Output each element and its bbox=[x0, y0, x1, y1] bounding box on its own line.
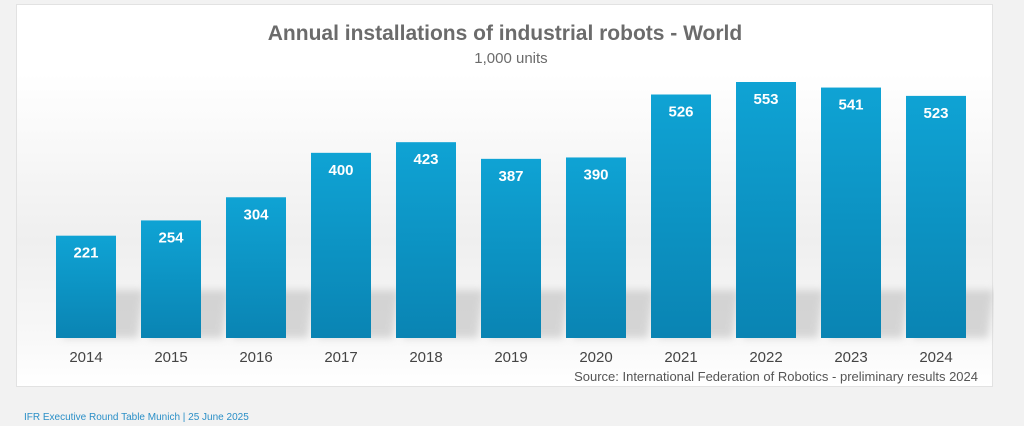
bar-2018 bbox=[396, 142, 456, 338]
bar-2023 bbox=[821, 87, 881, 339]
x-tick-2015: 2015 bbox=[154, 349, 187, 366]
x-axis-ticks: 2014 2015 2016 2017 2018 2019 2020 2021 2022 2023… bbox=[69, 349, 952, 366]
bar-2017 bbox=[311, 152, 371, 338]
data-label-2018: 423 bbox=[413, 151, 438, 168]
bar-2015 bbox=[141, 220, 201, 338]
x-tick-2019: 2019 bbox=[494, 349, 527, 366]
data-label-2024: 523 bbox=[923, 105, 948, 122]
bar-2024 bbox=[906, 95, 966, 339]
x-tick-2014: 2014 bbox=[69, 349, 102, 366]
bar-2021 bbox=[651, 94, 711, 339]
bar-2016 bbox=[226, 197, 286, 338]
data-label-2016: 304 bbox=[243, 206, 269, 223]
x-tick-2018: 2018 bbox=[409, 349, 442, 366]
x-tick-2022: 2022 bbox=[749, 349, 782, 366]
x-tick-2023: 2023 bbox=[834, 349, 867, 366]
data-label-2014: 221 bbox=[73, 245, 98, 262]
x-tick-2020: 2020 bbox=[579, 349, 612, 366]
bars-group bbox=[56, 82, 966, 339]
data-label-2022: 553 bbox=[753, 91, 778, 108]
data-label-2020: 390 bbox=[583, 166, 608, 183]
x-tick-2021: 2021 bbox=[664, 349, 697, 366]
data-label-2017: 400 bbox=[328, 162, 353, 179]
bar-chart: Annual installations of industrial robot… bbox=[56, 22, 994, 384]
chart-subtitle: 1,000 units bbox=[474, 50, 547, 67]
footer-text: IFR Executive Round Table Munich | 25 Ju… bbox=[24, 412, 249, 423]
chart-card: Annual installations of industrial robot… bbox=[16, 4, 994, 387]
data-labels-group: 221 254 304 400 423 387 390 526 553 541 523 bbox=[73, 91, 948, 262]
data-label-2023: 541 bbox=[838, 97, 863, 114]
data-label-2019: 387 bbox=[498, 168, 523, 185]
source-note: Source: International Federation of Robo… bbox=[574, 369, 978, 384]
data-label-2015: 254 bbox=[158, 229, 184, 246]
bar-2022 bbox=[736, 82, 796, 338]
bar-2019 bbox=[481, 158, 541, 338]
bar-2014 bbox=[56, 235, 116, 338]
x-tick-2016: 2016 bbox=[239, 349, 272, 366]
chart-title: Annual installations of industrial robot… bbox=[268, 22, 742, 45]
bar-2020 bbox=[566, 157, 626, 338]
data-label-2021: 526 bbox=[668, 103, 693, 120]
x-tick-2017: 2017 bbox=[324, 349, 357, 366]
x-tick-2024: 2024 bbox=[919, 349, 952, 366]
